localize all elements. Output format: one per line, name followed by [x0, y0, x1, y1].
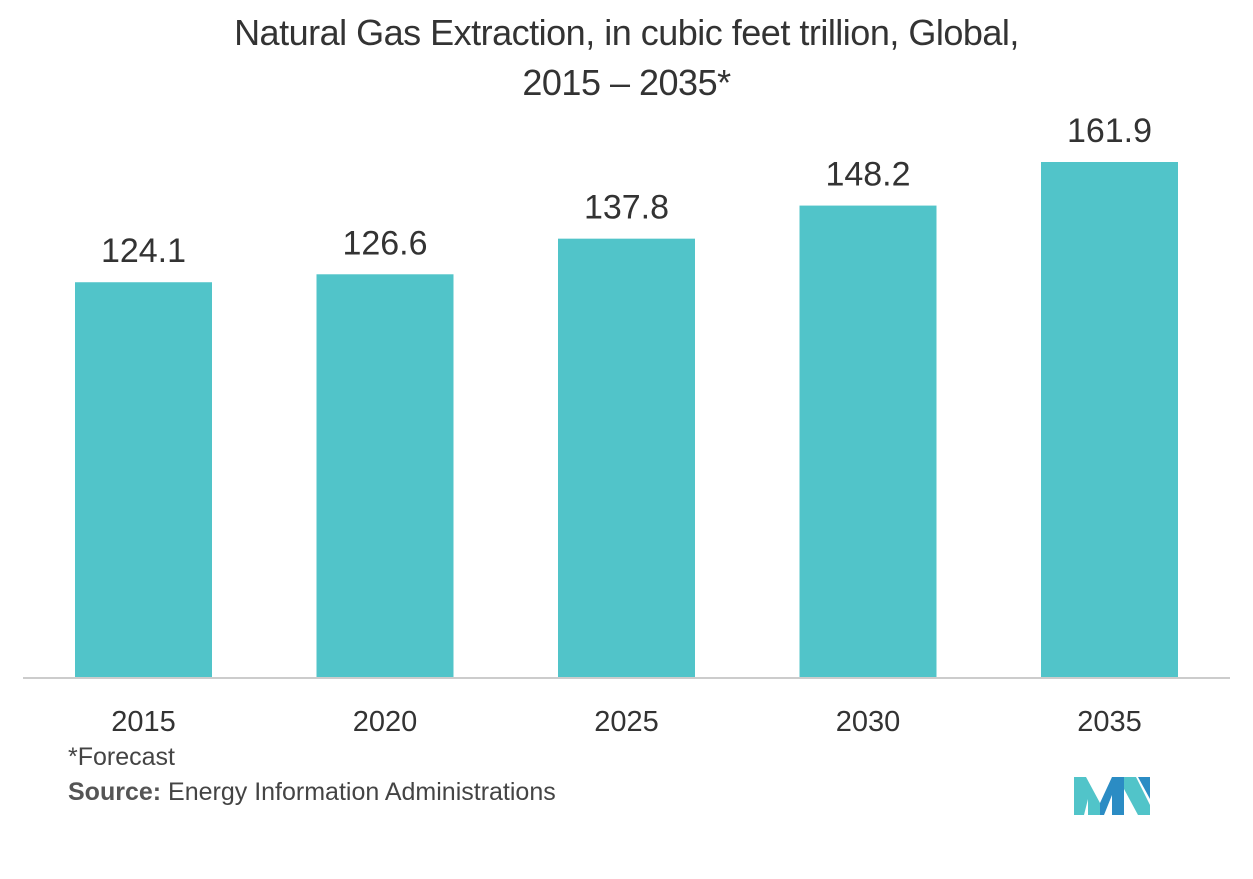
x-tick-label-2035: 2035	[1077, 706, 1142, 738]
source-label: Source:	[68, 778, 162, 806]
bar-value-label-2020: 126.6	[342, 224, 427, 262]
bar-2015	[75, 282, 212, 677]
x-tick-label-2025: 2025	[594, 706, 659, 738]
logo-right-bar	[1138, 777, 1150, 799]
x-tick-label-2030: 2030	[836, 706, 901, 738]
bars-group	[75, 162, 1178, 678]
bar-2025	[558, 238, 695, 678]
logo-middle-stroke	[1100, 777, 1124, 815]
bar-2030	[799, 205, 937, 677]
bar-value-labels: 124.1 126.6 137.8 148.2 161.9	[101, 112, 1152, 270]
mordor-logo-icon	[1074, 777, 1150, 815]
logo-left-stroke	[1074, 777, 1100, 815]
bar-value-label-2015: 124.1	[101, 232, 186, 270]
x-axis-tick-labels: 2015 2020 2025 2030 2035	[111, 706, 1142, 738]
forecast-footnote: *Forecast	[68, 743, 175, 771]
source-line: Source: Energy Information Administratio…	[68, 775, 556, 809]
bar-value-label-2035: 161.9	[1067, 112, 1152, 150]
bar-2035	[1041, 162, 1178, 677]
x-tick-label-2015: 2015	[111, 706, 176, 738]
bar-2020	[316, 274, 454, 677]
chart-title-line-2: 2015 – 2035*	[522, 62, 731, 103]
chart-title: Natural Gas Extraction, in cubic feet tr…	[0, 8, 1253, 108]
bar-value-label-2025: 137.8	[584, 189, 669, 227]
bar-value-label-2030: 148.2	[825, 156, 910, 194]
source-text: Energy Information Administrations	[168, 778, 556, 806]
logo-right-stroke	[1124, 777, 1150, 815]
x-tick-label-2020: 2020	[353, 706, 418, 738]
chart-title-line-1: Natural Gas Extraction, in cubic feet tr…	[234, 12, 1019, 53]
